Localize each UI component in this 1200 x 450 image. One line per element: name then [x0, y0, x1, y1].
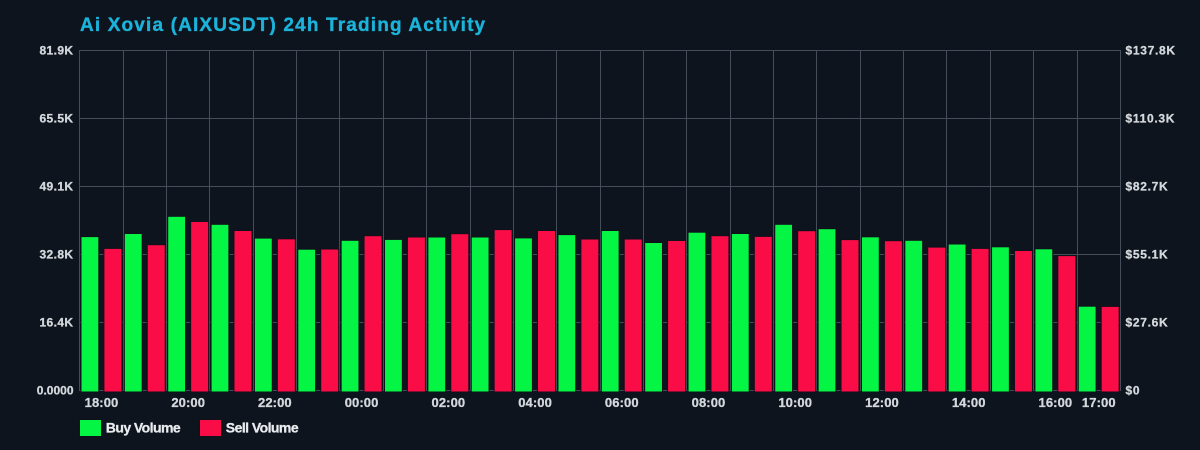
svg-text:Buy Volume: Buy Volume: [106, 419, 181, 435]
svg-text:$137.8K: $137.8K: [1126, 44, 1176, 58]
svg-text:08:00: 08:00: [692, 395, 726, 410]
svg-text:$55.1K: $55.1K: [1126, 248, 1169, 262]
svg-text:16:00: 16:00: [1039, 395, 1073, 410]
svg-text:$110.3K: $110.3K: [1126, 112, 1176, 126]
svg-text:16.4K: 16.4K: [39, 316, 73, 330]
svg-text:06:00: 06:00: [605, 395, 639, 410]
svg-text:17:00: 17:00: [1082, 395, 1116, 410]
svg-text:00:00: 00:00: [345, 395, 379, 410]
svg-text:$0: $0: [1126, 384, 1141, 398]
svg-text:81.9K: 81.9K: [39, 44, 73, 58]
svg-text:65.5K: 65.5K: [39, 112, 73, 126]
svg-text:14:00: 14:00: [952, 395, 986, 410]
svg-text:$27.6K: $27.6K: [1126, 316, 1169, 330]
svg-text:02:00: 02:00: [432, 395, 466, 410]
svg-text:04:00: 04:00: [518, 395, 552, 410]
svg-text:Ai Xovia (AIXUSDT) 24h Trading: Ai Xovia (AIXUSDT) 24h Trading Activity: [80, 15, 486, 36]
svg-text:49.1K: 49.1K: [39, 180, 73, 194]
svg-text:10:00: 10:00: [778, 395, 812, 410]
svg-text:22:00: 22:00: [258, 395, 292, 410]
svg-text:18:00: 18:00: [85, 395, 119, 410]
svg-text:$82.7K: $82.7K: [1126, 180, 1169, 194]
svg-text:32.8K: 32.8K: [39, 248, 73, 262]
svg-text:0.0000: 0.0000: [37, 384, 74, 398]
svg-text:Sell Volume: Sell Volume: [226, 419, 299, 435]
svg-text:12:00: 12:00: [865, 395, 899, 410]
svg-text:20:00: 20:00: [171, 395, 205, 410]
